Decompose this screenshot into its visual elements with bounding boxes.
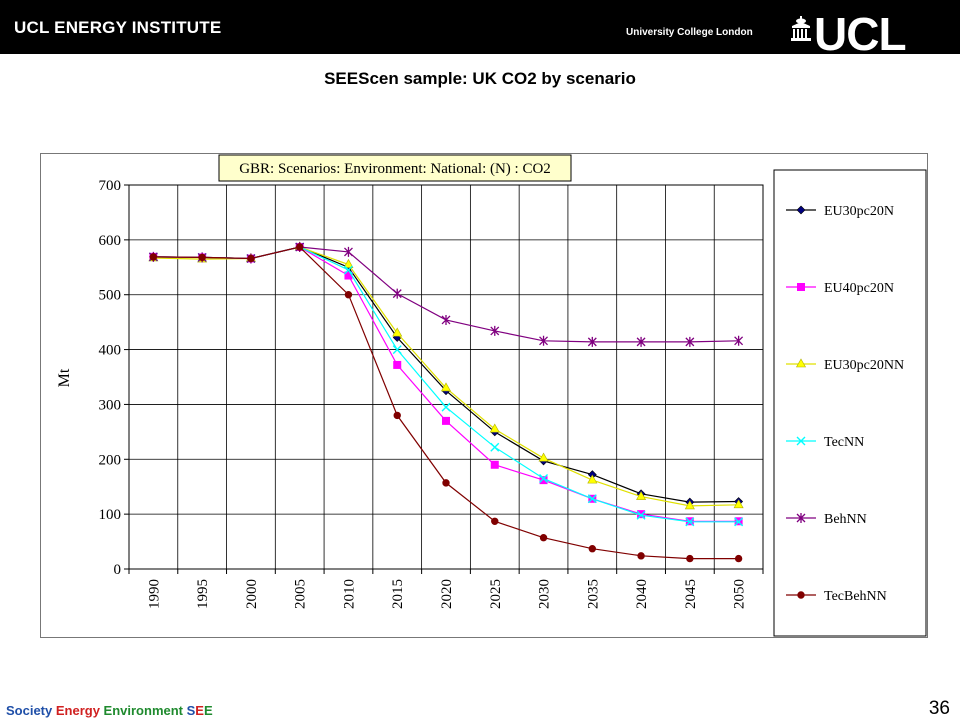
legend-marker-EU40pc20N	[797, 283, 805, 291]
data-point-TecBehNN	[344, 291, 353, 299]
data-point-EU40pc20N	[393, 360, 402, 369]
co2-line-chart: 0 100 200 300 400 500 600 700 1990 1995 2000 2005 20…	[56, 154, 927, 637]
data-point-BehNN	[344, 246, 353, 257]
legend-marker-EU30pc20NN	[795, 358, 807, 368]
data-point-EU30pc20NN	[538, 452, 549, 462]
x-tick-label: 2015	[390, 579, 406, 609]
data-point-TecNN	[587, 494, 597, 504]
data-point-BehNN	[441, 314, 451, 325]
data-point-TecBehNN	[491, 517, 499, 525]
chart-title: GBR: Scenarios: Environment: National: (…	[239, 161, 551, 177]
legend-label: EU40pc20N	[824, 281, 894, 296]
data-point-EU40pc20N	[442, 416, 450, 425]
y-tick-label: 200	[99, 452, 122, 468]
footer-tagline: Society Energy Environment SEE	[6, 703, 213, 718]
x-tick-label: 2000	[244, 579, 260, 609]
data-point-TecBehNN	[198, 253, 206, 262]
data-point-EU30pc20NN	[587, 474, 598, 484]
x-tick-label: 2010	[341, 579, 357, 609]
legend-label: BehNN	[824, 512, 867, 527]
y-tick-label: 600	[99, 233, 122, 249]
x-tick-label: 2035	[585, 579, 601, 609]
data-point-EU30pc20NN	[343, 258, 354, 268]
data-point-TecNN	[685, 517, 695, 527]
legend-marker-EU30pc20N	[796, 205, 806, 215]
institute-name: UCL ENERGY INSTITUTE	[14, 18, 222, 37]
data-point-EU30pc20NN	[684, 500, 695, 510]
slide-title: SEEScen sample: UK CO2 by scenario	[324, 69, 636, 88]
legend-label: EU30pc20N	[824, 204, 894, 219]
y-tick-label: 0	[114, 562, 122, 578]
data-point-TecBehNN	[539, 534, 548, 542]
y-axis-label: Mt	[56, 368, 73, 387]
legend-label: TecBehNN	[824, 589, 887, 604]
x-tick-label: 1990	[146, 579, 162, 609]
data-point-EU30pc20NN	[392, 327, 403, 337]
data-point-TecBehNN	[295, 243, 304, 251]
data-point-EU30pc20NN	[636, 490, 647, 500]
data-point-BehNN	[685, 336, 695, 347]
data-point-TecNN	[636, 510, 646, 520]
ucl-logo: UCL	[791, 8, 907, 52]
data-point-TecNN	[441, 402, 451, 412]
legend-label: TecNN	[824, 435, 864, 450]
data-point-BehNN	[636, 336, 646, 347]
header-bar: UCL ENERGY INSTITUTE University College …	[0, 0, 960, 54]
legend-label: EU30pc20NN	[824, 358, 904, 373]
x-tick-label: 2045	[683, 579, 699, 609]
data-point-TecBehNN	[442, 479, 450, 487]
portico-icon	[791, 16, 811, 41]
plot-area	[128, 184, 764, 570]
data-point-BehNN	[734, 335, 744, 346]
page-number: 36	[928, 698, 950, 719]
legend-marker-TecNN	[796, 436, 806, 446]
data-point-EU40pc20N	[490, 460, 499, 469]
data-point-TecBehNN	[149, 253, 158, 261]
footer-word-environment: Environment	[103, 703, 187, 718]
data-point-TecBehNN	[588, 545, 597, 553]
data-point-TecBehNN	[734, 554, 743, 563]
data-point-TecBehNN	[686, 554, 694, 563]
data-point-BehNN	[587, 336, 597, 347]
data-point-BehNN	[539, 335, 548, 346]
y-tick-label: 300	[99, 397, 122, 413]
legend-marker-TecBehNN	[797, 591, 805, 599]
footer-letter-e2: E	[203, 703, 213, 718]
data-point-TecNN	[734, 517, 744, 527]
data-point-EU30pc20NN	[489, 423, 500, 433]
data-point-BehNN	[490, 325, 500, 336]
footer-word-society: Society	[6, 703, 56, 718]
legend-box	[773, 169, 927, 637]
x-tick-label: 2005	[293, 579, 309, 609]
university-name: University College London	[626, 27, 753, 38]
footer-letter-e1: E	[195, 703, 204, 718]
data-point-TecNN	[343, 265, 353, 275]
ucl-logo-text: UCL	[814, 8, 906, 52]
data-point-BehNN	[392, 288, 402, 299]
y-tick-label: 400	[99, 343, 122, 359]
chart-frame: 0 100 200 300 400 500 600 700 1990 1995 2000 2005 20…	[40, 153, 928, 638]
x-tick-label: 2050	[732, 579, 748, 609]
footer-letter-s: S	[186, 703, 196, 718]
data-point-TecNN	[539, 473, 549, 483]
footer-word-energy: Energy	[55, 703, 104, 718]
y-tick-label: 700	[99, 178, 122, 194]
y-tick-label: 500	[99, 288, 122, 304]
data-point-TecNN	[490, 442, 500, 452]
data-point-TecNN	[392, 345, 402, 355]
x-tick-label: 1995	[195, 579, 211, 609]
x-tick-label: 2020	[439, 579, 455, 609]
data-point-EU30pc20NN	[440, 382, 452, 392]
data-point-EU30pc20NN	[733, 499, 744, 509]
chart-title-box	[218, 154, 572, 182]
x-tick-label: 2030	[537, 579, 553, 609]
x-tick-label: 2025	[488, 579, 504, 609]
y-tick-label: 100	[99, 507, 122, 523]
data-point-TecBehNN	[637, 552, 645, 560]
x-tick-label: 2040	[634, 579, 650, 609]
legend-marker-BehNN	[796, 513, 806, 523]
data-point-TecBehNN	[393, 411, 401, 420]
data-point-TecBehNN	[247, 254, 255, 263]
